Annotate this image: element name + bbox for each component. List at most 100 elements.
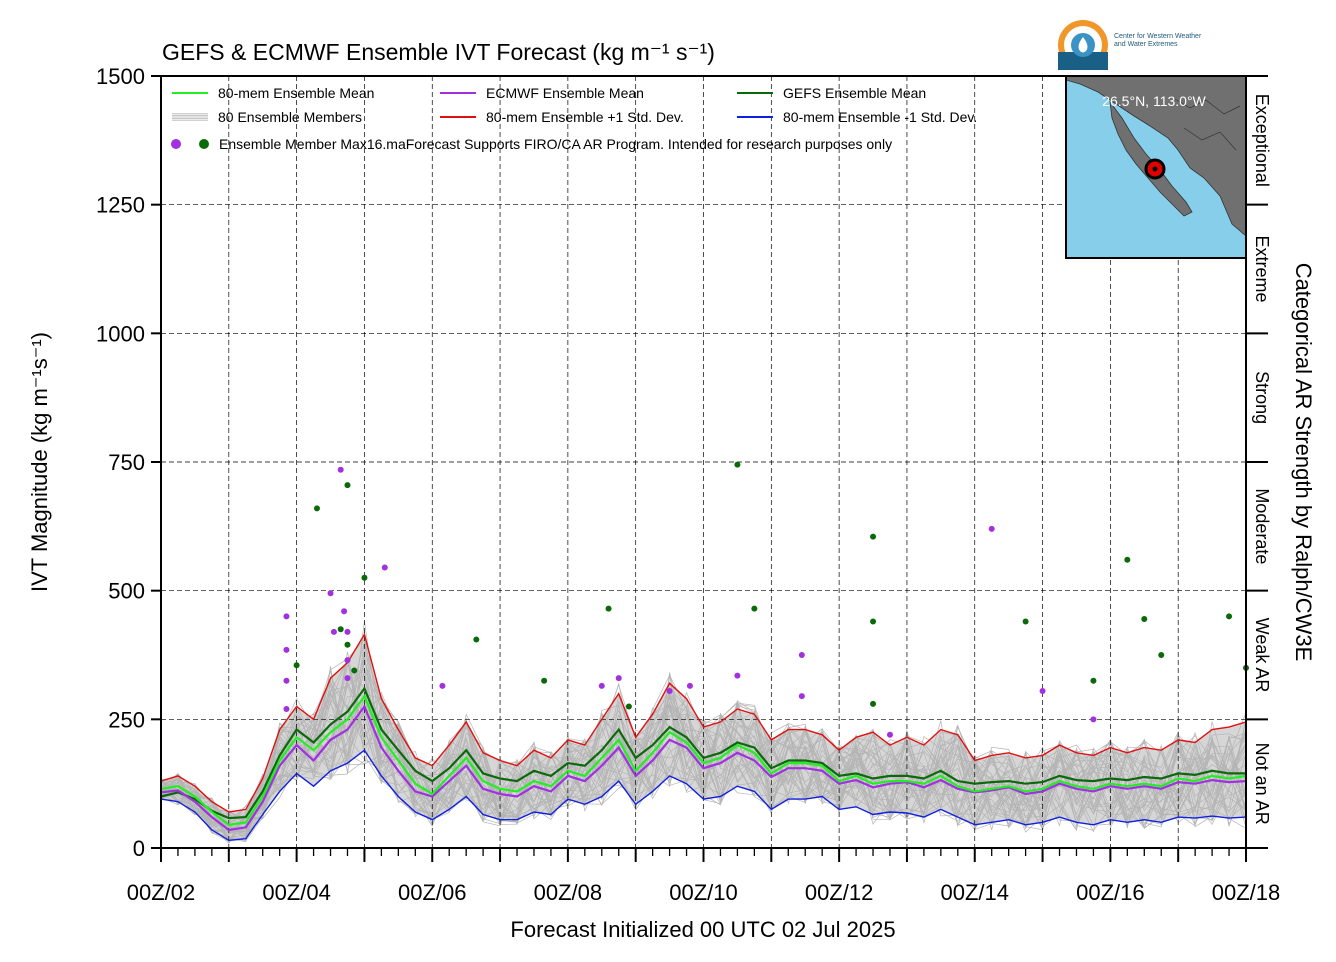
right-axis-label: Categorical AR Strength by Ralph/CW3E (1291, 263, 1316, 662)
inset-map (1065, 75, 1247, 259)
gefs-max-point (344, 482, 351, 489)
gefs-max-point (1141, 615, 1148, 622)
category-label: Extreme (1252, 235, 1272, 302)
ecmwf-max-point (439, 682, 446, 689)
gefs-max-point (473, 636, 480, 643)
y-tick-label: 0 (133, 836, 145, 861)
gefs-max-point (870, 700, 877, 707)
ar-category-labels: Not an AR Weak AR Moderate Strong Extreme Exc… (1245, 75, 1272, 849)
gefs-max-point (1124, 556, 1131, 563)
category-label: Exceptional (1252, 94, 1272, 187)
gefs-max-point (313, 505, 320, 512)
gefs-max-point (1022, 618, 1029, 625)
tick-labels: 0 250 500 750 1000 1250 1500 00Z/02 00Z/04 00Z/06… (96, 64, 1280, 905)
logo-wave-band (1058, 52, 1108, 70)
legend-label-ecmwf: ECMWF Ensemble Mean (486, 85, 644, 101)
ecmwf-max-point (666, 688, 673, 695)
ecmwf-max-point (615, 675, 622, 682)
x-tick-label: 00Z/06 (398, 880, 467, 905)
ecmwf-max-point (344, 675, 351, 682)
logo-text: Center for Western Weather and Water Ext… (1114, 33, 1244, 49)
ecmwf-max-point (327, 590, 334, 597)
y-tick-label: 1250 (96, 193, 145, 218)
inset-peninsula (1109, 100, 1193, 217)
gefs-max-point (351, 667, 358, 674)
gefs-max-point (1158, 652, 1165, 658)
inset-border (1169, 95, 1241, 115)
legend: 80-mem Ensemble Mean ECMWF Ensemble Mean G… (171, 85, 977, 152)
category-label: Moderate (1252, 488, 1272, 564)
grid-lines (161, 76, 1246, 848)
x-tick-label: 00Z/18 (1212, 880, 1281, 905)
gefs-mean-line (160, 686, 1246, 820)
location-marker-center (1152, 166, 1158, 172)
logo-line-2: and Water Extremes (1114, 41, 1178, 48)
ecmwf-max-point (598, 682, 605, 689)
gefs-max-point (625, 703, 632, 710)
cw3e-logo-icon (1058, 20, 1108, 70)
ecmwf-max-point (686, 682, 693, 689)
x-tick-label: 00Z/10 (669, 880, 738, 905)
ecmwf-max-point (344, 628, 351, 635)
x-tick-label: 00Z/04 (262, 880, 331, 905)
ecmwf-max-point (988, 525, 995, 532)
ecmwf-max-point (798, 693, 805, 700)
gefs-max-point (361, 574, 368, 581)
y-tick-label: 250 (108, 707, 145, 732)
x-tick-label: 00Z/02 (127, 880, 196, 905)
x-tick-label: 00Z/16 (1076, 880, 1145, 905)
ecmwf-max-point (337, 466, 344, 473)
category-label: Not an AR (1252, 743, 1272, 825)
ensemble-member-line (160, 659, 1247, 832)
x-tick-label: 00Z/14 (941, 880, 1010, 905)
ensemble-mean-line (160, 693, 1247, 826)
logo-line-1: Center for Western Weather (1114, 33, 1202, 40)
legend-label-gefs: GEFS Ensemble Mean (783, 85, 926, 101)
chart-title: GEFS & ECMWF Ensemble IVT Forecast (kg m… (162, 39, 715, 65)
category-label: Strong (1252, 371, 1272, 424)
gefs-max-point (293, 662, 300, 669)
ecmwf-max-point (798, 652, 805, 658)
gefs-max-point (337, 626, 344, 633)
ecmwf-max-point (283, 613, 290, 620)
gefs-max-point (870, 618, 877, 625)
gefs-max-point (870, 533, 877, 540)
ecmwf-max-point (1090, 716, 1097, 723)
gefs-max-point (751, 605, 758, 612)
ecmwf-max-point (283, 706, 290, 713)
inset-frame (1065, 75, 1247, 259)
category-label: Weak AR (1252, 618, 1272, 693)
gefs-max-point (541, 677, 548, 684)
ecmwf-mean-line (160, 704, 1247, 832)
gefs-max-point (734, 461, 741, 468)
ecmwf-max-point (283, 646, 290, 653)
inset-mainland (1065, 75, 1247, 237)
y-axis-label: IVT Magnitude (kg m⁻¹s⁻¹) (27, 332, 52, 592)
gefs-max-point (605, 605, 612, 612)
ecmwf-max-point (283, 677, 290, 684)
ensemble-member-line (160, 698, 1247, 834)
series-lines (160, 632, 1247, 842)
gefs-max-point (1226, 613, 1233, 620)
x-tick-label: 00Z/08 (534, 880, 603, 905)
ensemble-max-points (283, 461, 1249, 738)
legend-swatch-ecmwf-max (171, 139, 181, 149)
ensemble-member-line (160, 664, 1247, 838)
y-tick-label: 750 (108, 450, 145, 475)
ecmwf-max-point (734, 672, 741, 679)
gefs-max-point (1090, 677, 1097, 684)
ecmwf-max-point (330, 628, 337, 635)
x-tick-label: 00Z/12 (805, 880, 874, 905)
inset-map-label: 26.5°N, 113.0°W (1102, 93, 1206, 109)
inset-border (1183, 127, 1237, 151)
legend-label-mean80: 80-mem Ensemble Mean (218, 85, 374, 101)
legend-label-minus: 80-mem Ensemble -1 Std. Dev. (783, 109, 977, 125)
water-drop-icon (1078, 37, 1088, 53)
ecmwf-max-point (341, 608, 348, 615)
gefs-max-point (344, 641, 351, 648)
minus-1-std-line (160, 749, 1247, 842)
legend-label-max: Ensemble Member Max16.maForecast Support… (219, 136, 892, 152)
ecmwf-max-point (886, 731, 893, 738)
legend-swatch-gefs-max (199, 139, 209, 149)
